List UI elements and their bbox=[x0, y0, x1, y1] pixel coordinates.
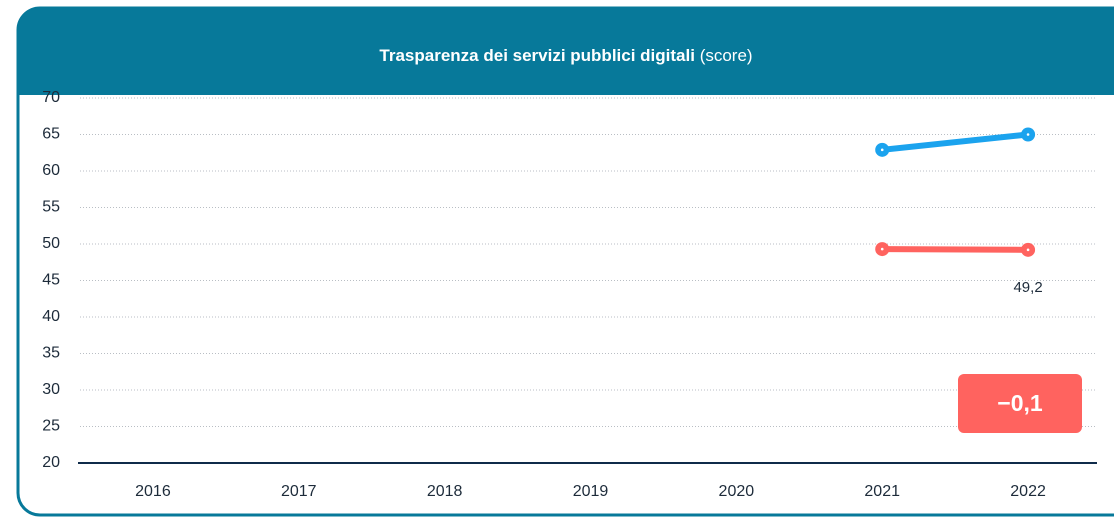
x-tick-label: 2017 bbox=[281, 483, 317, 500]
y-tick-label: 55 bbox=[42, 199, 60, 216]
y-tick-label: 45 bbox=[42, 272, 60, 289]
data-point-center bbox=[1026, 133, 1030, 136]
data-point-center bbox=[1026, 248, 1030, 252]
y-tick-label: 60 bbox=[42, 162, 60, 179]
y-tick-label: 50 bbox=[42, 235, 60, 252]
y-tick-label: 70 bbox=[42, 89, 60, 106]
x-tick-label: 2022 bbox=[1010, 483, 1046, 500]
series-line bbox=[879, 131, 1032, 153]
chart-title: Trasparenza dei servizi pubblici digital… bbox=[379, 46, 752, 65]
title-main: Trasparenza dei servizi pubblici digital… bbox=[379, 46, 695, 65]
annotation: −0,1 bbox=[997, 390, 1043, 416]
x-tick-label: 2020 bbox=[719, 483, 755, 500]
y-tick-label: 20 bbox=[42, 454, 60, 471]
x-tick-label: 2018 bbox=[427, 483, 463, 500]
x-tick-label: 2021 bbox=[864, 483, 900, 500]
title-unit: (score) bbox=[700, 46, 753, 65]
data-label: 49,2 bbox=[1013, 279, 1042, 296]
y-tick-label: 65 bbox=[42, 126, 60, 143]
y-tick-label: 25 bbox=[42, 418, 60, 435]
series-line bbox=[879, 246, 1032, 253]
y-tick-label: 30 bbox=[42, 381, 60, 398]
data-point-center bbox=[880, 148, 884, 152]
annotation-badge bbox=[958, 374, 1082, 433]
y-tick-label: 40 bbox=[42, 308, 60, 325]
data-point-center bbox=[880, 247, 884, 251]
x-tick-label: 2016 bbox=[135, 483, 171, 500]
x-tick-label: 2019 bbox=[573, 483, 609, 500]
header bbox=[18, 8, 1114, 95]
y-tick-label: 35 bbox=[42, 345, 60, 362]
